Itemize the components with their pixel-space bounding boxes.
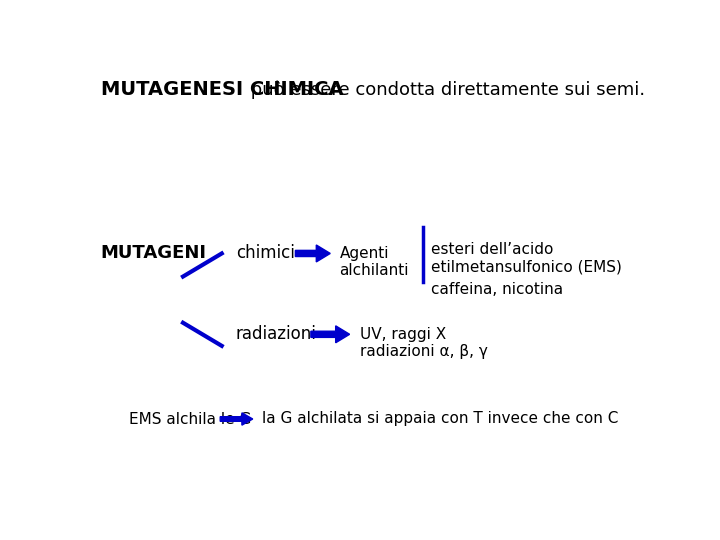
Text: UV, raggi X
radiazioni α, β, γ: UV, raggi X radiazioni α, β, γ [360,327,487,359]
Text: Agenti
alchilanti: Agenti alchilanti [340,246,409,278]
FancyArrow shape [220,413,253,425]
Text: MUTAGENI: MUTAGENI [101,245,207,262]
Text: chimici: chimici [235,245,294,262]
Text: EMS alchila le G: EMS alchila le G [129,411,251,427]
Text: caffeina, nicotina: caffeina, nicotina [431,282,563,297]
FancyArrow shape [295,245,330,262]
FancyArrow shape [311,326,350,343]
Text: la G alchilata si appaia con T invece che con C: la G alchilata si appaia con T invece ch… [262,411,618,427]
Text: MUTAGENESI CHIMICA: MUTAGENESI CHIMICA [101,80,343,99]
Text: radiazioni: radiazioni [235,325,317,343]
Text: può essere condotta direttamente sui semi.: può essere condotta direttamente sui sem… [245,80,645,99]
Text: esteri dell’acido
etilmetansulfonico (EMS): esteri dell’acido etilmetansulfonico (EM… [431,242,622,274]
